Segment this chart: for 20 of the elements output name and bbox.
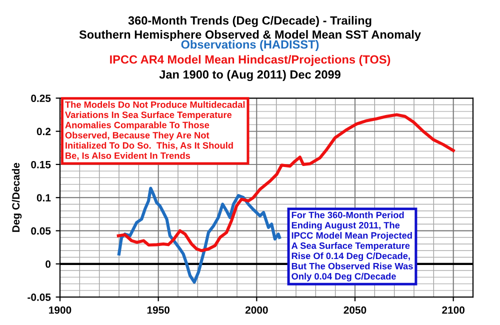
y-tick-label: 0 [46, 260, 51, 268]
chart-subtitle: Jan 1900 to (Aug 2011) Dec 2099 [159, 70, 340, 82]
y-tick-label: 0.05 [31, 227, 51, 235]
y-tick-label: -0.05 [28, 294, 51, 301]
x-tick-label: 1950 [147, 306, 170, 314]
x-tick-label: 2100 [442, 306, 464, 314]
line-series [117, 186, 282, 284]
y-tick-label: 0.2 [36, 128, 51, 136]
x-tick-label: 2000 [245, 306, 268, 314]
y-tick-label: 0.25 [31, 94, 51, 102]
text: Observations (HADISST) [181, 40, 319, 52]
annotation: The Models Do Not Produce Multidecadal Variations In Sea Surface Temperature Anomalies Comparable To Those Observed, Because They Are Not Initialized To Do So. This, As It Should Be, Is Also Evident In Trends [65, 101, 245, 160]
y-tick-label: 0.1 [36, 194, 51, 202]
chart-title: 360-Month Trends (Deg C/Decade) - Trailing Southern Hemisphere Observed & Model Mean SST Anomaly [79, 16, 421, 42]
x-tick-label: 2050 [344, 306, 366, 314]
x-tick-label: 1900 [49, 306, 72, 314]
y-tick-label: 0.15 [31, 160, 51, 168]
text: IPCC AR4 Model Mean Hindcast/Projections (TOS) [110, 55, 390, 66]
y-axis-title: Deg C/Decade [12, 162, 22, 232]
annotation: For The 360-Month Period Ending August 2011, The IPCC Model Mean Projected A Sea Surface Temperature Rise Of 0.14 Deg C/Decade, But The Observed Rise Was Only 0.04 Deg C/Decade [292, 212, 413, 282]
